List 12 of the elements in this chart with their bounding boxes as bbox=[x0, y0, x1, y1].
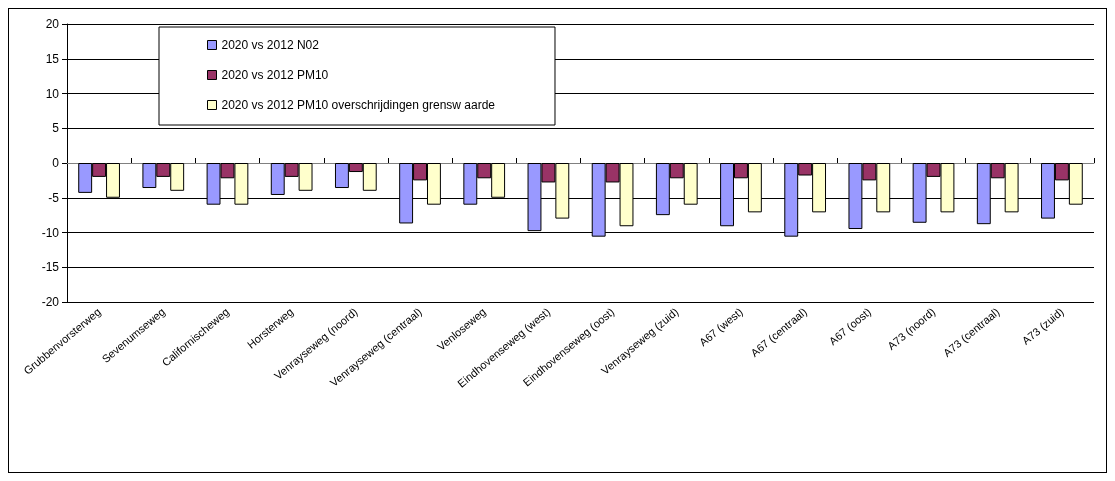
legend-label: 2020 vs 2012 N02 bbox=[221, 38, 320, 52]
y-tick-label: -5 bbox=[48, 190, 60, 205]
y-tick-label: 15 bbox=[45, 51, 60, 66]
y-tick-label: -20 bbox=[41, 295, 60, 309]
legend-label: 2020 vs 2012 PM10 overschrijdingen grensw aarde bbox=[221, 98, 496, 112]
y-tick-label: 0 bbox=[52, 156, 60, 170]
y-tick-label: 5 bbox=[52, 121, 60, 136]
y-tick-label: -10 bbox=[41, 225, 60, 240]
y-tick-label: 10 bbox=[45, 86, 60, 101]
y-tick-label: 20 bbox=[45, 17, 60, 31]
y-tick-label: -15 bbox=[41, 260, 60, 275]
legend-label: 2020 vs 2012 PM10 bbox=[221, 68, 329, 82]
